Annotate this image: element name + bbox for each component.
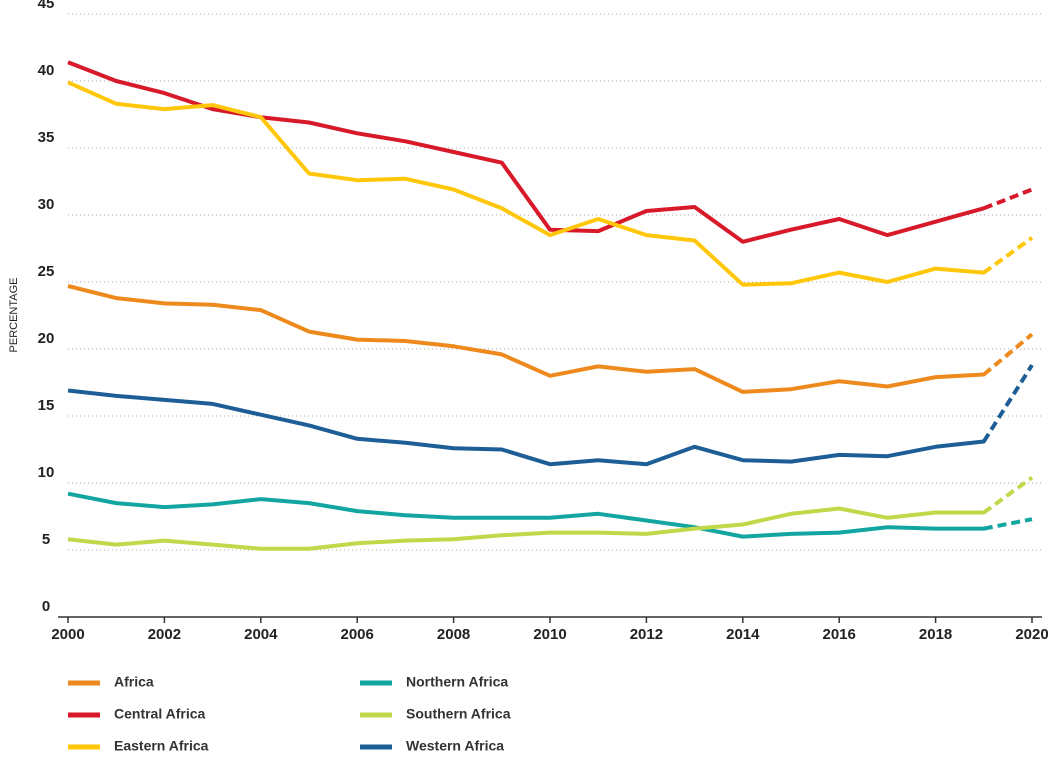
x-tick-label: 2008 <box>437 626 470 643</box>
x-tick-label: 2016 <box>823 626 856 643</box>
y-tick-label: 15 <box>38 397 55 414</box>
y-tick-label: 20 <box>38 330 55 347</box>
legend-label: Southern Africa <box>406 706 511 722</box>
x-tick-label: 2018 <box>919 626 952 643</box>
y-tick-label: 25 <box>38 263 55 280</box>
x-tick-label: 2006 <box>341 626 374 643</box>
x-tick-label: 2010 <box>533 626 566 643</box>
x-tick-label: 2014 <box>726 626 760 643</box>
y-tick-label: 45 <box>38 0 55 12</box>
y-tick-label: 30 <box>38 196 55 213</box>
x-tick-label: 2020 <box>1015 626 1048 643</box>
y-tick-label: 35 <box>38 129 55 146</box>
y-axis-label: PERCENTAGE <box>8 278 20 353</box>
y-tick-label: 0 <box>42 598 50 615</box>
y-tick-label: 5 <box>42 531 50 548</box>
x-tick-label: 2004 <box>244 626 278 643</box>
series-line <box>67 475 1034 551</box>
legend-label: Central Africa <box>114 706 206 722</box>
series-line <box>67 491 1033 539</box>
series-line <box>67 60 1033 244</box>
x-tick-label: 2012 <box>630 626 663 643</box>
series-line <box>67 80 1034 287</box>
legend-label: Northern Africa <box>406 674 508 690</box>
y-tick-label: 10 <box>38 464 55 481</box>
legend-label: Eastern Africa <box>114 738 209 754</box>
legend-label: Western Africa <box>406 738 504 754</box>
series-line <box>67 364 1034 467</box>
x-tick-label: 2000 <box>51 626 84 643</box>
x-tick-label: 2002 <box>148 626 181 643</box>
legend-label: Africa <box>114 674 154 690</box>
y-tick-label: 40 <box>38 62 55 79</box>
series-line <box>67 284 1034 394</box>
